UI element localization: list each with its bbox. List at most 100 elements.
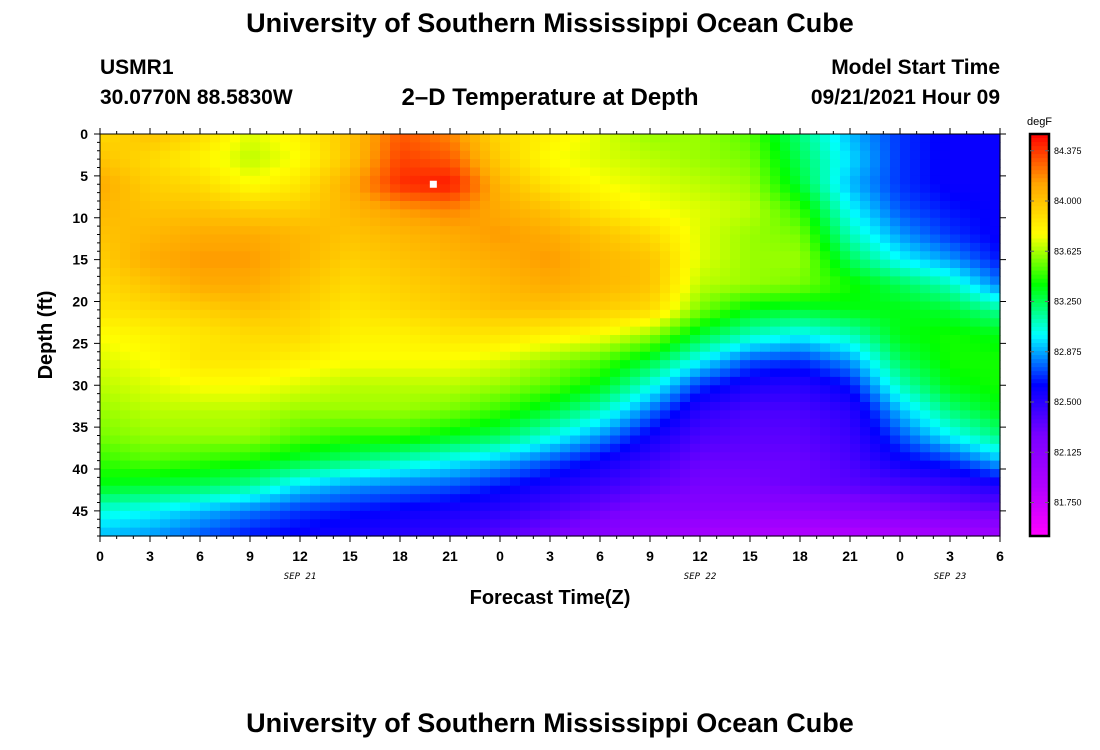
heatmap-cell [720, 452, 731, 462]
heatmap-cell [690, 201, 701, 210]
heatmap-cell [110, 242, 121, 252]
heatmap-cell [210, 184, 221, 194]
heatmap-cell [540, 309, 551, 319]
heatmap-cell [150, 335, 161, 344]
x-tick-label: 0 [496, 548, 504, 564]
colorbar-segment [1030, 463, 1049, 469]
heatmap-cell [110, 293, 121, 303]
heatmap-cell [930, 368, 941, 378]
heatmap-cell [180, 410, 191, 420]
heatmap-cell [930, 494, 941, 504]
heatmap-cell [460, 159, 471, 169]
colorbar-segment [1030, 186, 1049, 191]
heatmap-cell [350, 519, 361, 529]
heatmap-cell [230, 393, 241, 403]
heatmap-cell [740, 134, 751, 143]
heatmap-cell [920, 326, 931, 336]
heatmap-cell [180, 268, 191, 277]
heatmap-cell [840, 318, 851, 328]
heatmap-cell [980, 142, 991, 152]
heatmap-cell [110, 485, 121, 495]
heatmap-cell [180, 226, 191, 236]
heatmap-cell [370, 326, 381, 336]
heatmap-cell [130, 527, 141, 537]
heatmap-cell [190, 418, 201, 428]
heatmap-cell [850, 402, 861, 411]
heatmap-cell [950, 226, 961, 236]
heatmap-cell [540, 477, 551, 487]
heatmap-cell [260, 376, 271, 386]
heatmap-cell [930, 527, 941, 537]
heatmap-cell [370, 351, 381, 361]
heatmap-cell [820, 469, 831, 478]
heatmap-cell [790, 460, 801, 470]
heatmap-cell [290, 502, 301, 512]
heatmap-cell [760, 402, 771, 411]
heatmap-cell [960, 502, 971, 512]
heatmap-cell [630, 226, 641, 236]
heatmap-cell [530, 519, 541, 529]
heatmap-cell [530, 452, 541, 462]
heatmap-cell [830, 201, 841, 210]
heatmap-cell [190, 368, 201, 378]
heatmap-cell [600, 452, 611, 462]
heatmap-cell [900, 209, 911, 219]
heatmap-cell [650, 284, 661, 294]
heatmap-cell [760, 351, 771, 361]
heatmap-cell [880, 175, 891, 185]
heatmap-cell [660, 402, 671, 411]
heatmap-cell [870, 485, 881, 495]
heatmap-cell [870, 201, 881, 210]
heatmap-cell [430, 360, 441, 370]
heatmap-cell [560, 418, 571, 428]
heatmap-cell [980, 293, 991, 303]
heatmap-cell [730, 242, 741, 252]
heatmap-cell [180, 175, 191, 185]
heatmap-cell [340, 435, 351, 445]
heatmap-cell [310, 293, 321, 303]
heatmap-cell [410, 150, 421, 160]
heatmap-cell [820, 510, 831, 520]
heatmap-cell [360, 443, 371, 453]
heatmap-cell [460, 184, 471, 194]
heatmap-cell [990, 192, 1001, 202]
heatmap-cell [390, 209, 401, 219]
heatmap-cell [340, 284, 351, 294]
heatmap-cell [780, 167, 791, 177]
heatmap-cell [870, 234, 881, 244]
heatmap-cell [760, 284, 771, 294]
colorbar-segment [1030, 226, 1049, 232]
heatmap-cell [750, 242, 761, 252]
heatmap-cell [730, 184, 741, 194]
heatmap-cell [110, 318, 121, 328]
heatmap-cell [170, 301, 181, 311]
heatmap-cell [310, 217, 321, 227]
heatmap-cell [480, 368, 491, 378]
heatmap-cell [150, 217, 161, 227]
heatmap-cell [260, 201, 271, 210]
heatmap-cell [820, 410, 831, 420]
heatmap-cell [760, 242, 771, 252]
heatmap-cell [470, 502, 481, 512]
heatmap-cell [440, 510, 451, 520]
heatmap-cell [740, 435, 751, 445]
heatmap-cell [120, 268, 131, 277]
heatmap-cell [400, 502, 411, 512]
heatmap-cell [970, 184, 981, 194]
heatmap-cell [450, 192, 461, 202]
heatmap-cell [330, 192, 341, 202]
y-tick-label: 5 [80, 168, 88, 184]
heatmap-cell [280, 477, 291, 487]
heatmap-cell [510, 318, 521, 328]
heatmap-cell [420, 485, 431, 495]
heatmap-cell [170, 167, 181, 177]
heatmap-cell [380, 234, 391, 244]
heatmap-cell [570, 226, 581, 236]
heatmap-cell [640, 335, 651, 344]
heatmap-cell [930, 393, 941, 403]
heatmap-cell [850, 192, 861, 202]
heatmap-cell [780, 402, 791, 411]
heatmap-cell [720, 418, 731, 428]
heatmap-cell [870, 268, 881, 277]
heatmap-cell [940, 175, 951, 185]
